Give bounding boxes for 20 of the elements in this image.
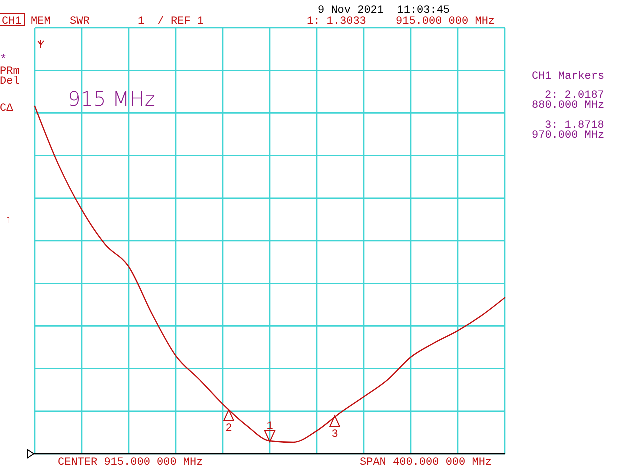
text: 915.000 000 MHz: [396, 16, 496, 28]
annotation: 3: [332, 429, 338, 441]
text: MEM: [31, 16, 51, 28]
text: 2: 2.0187: [545, 90, 604, 102]
text: 970.000 MHz: [532, 130, 605, 142]
text: SPAN 400.000 000 MHz: [360, 457, 492, 465]
text: 880.000 MHz: [532, 100, 605, 112]
text: CH1 Markers: [532, 71, 605, 83]
text: CH1: [2, 16, 22, 28]
text: CΔ: [0, 103, 14, 115]
text: ↑: [5, 215, 12, 227]
text: *: [0, 53, 8, 67]
annotation: 2: [226, 423, 232, 435]
text: 1 / REF 1: [138, 16, 204, 28]
text: 1: 1.3033: [307, 16, 366, 28]
text: 3: 1.8718: [545, 120, 604, 132]
text: CENTER 915.000 000 MHz: [58, 457, 204, 465]
text: 9 Nov 2021 11:03:45: [318, 5, 450, 17]
text: Del: [0, 76, 20, 88]
text: SWR: [70, 16, 90, 28]
